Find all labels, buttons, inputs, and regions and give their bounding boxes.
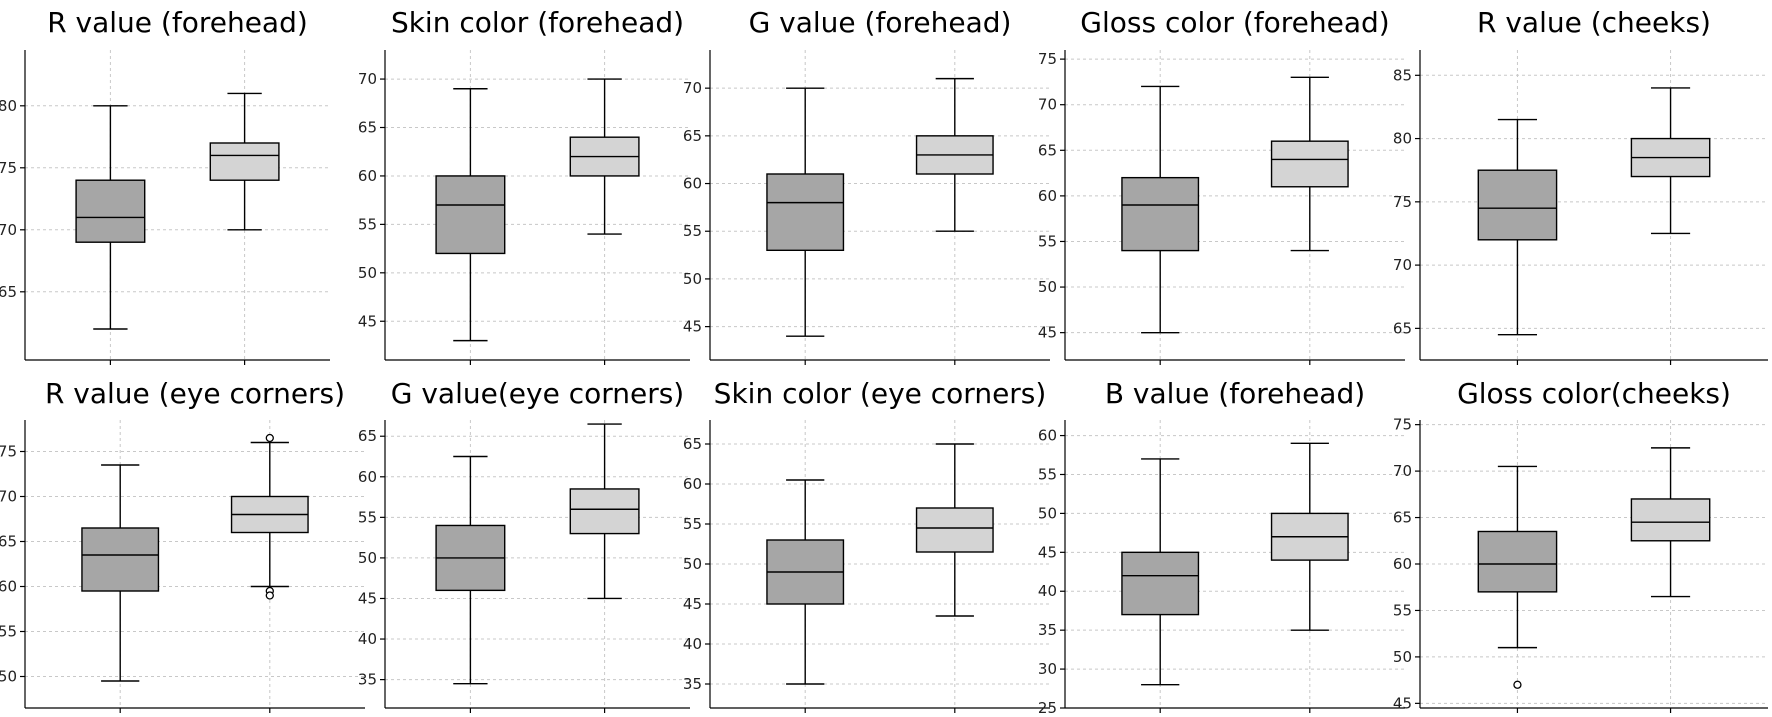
y-tick-label: 70 <box>1393 462 1412 480</box>
box-group-2 <box>569 488 640 535</box>
chart-title: Gloss color (forehead) <box>1080 6 1389 39</box>
box-group-1 <box>435 175 506 255</box>
chart-title: R value (cheeks) <box>1477 6 1711 39</box>
y-tick-label: 30 <box>1038 660 1057 678</box>
y-tick-label: 45 <box>358 312 377 330</box>
y-tick-label: 70 <box>683 79 702 97</box>
y-tick-label: 70 <box>0 221 17 239</box>
y-tick-label: 75 <box>1393 193 1412 211</box>
y-tick-label: 45 <box>683 595 702 613</box>
y-tick-label: 50 <box>1038 504 1057 522</box>
y-tick-label: 60 <box>0 578 17 596</box>
chart-title: G value(eye corners) <box>391 377 684 410</box>
y-tick-label: 50 <box>358 549 377 567</box>
y-tick-label: 65 <box>0 533 17 551</box>
y-tick-label: 55 <box>683 515 702 533</box>
outlier-point <box>1513 680 1522 689</box>
y-tick-label: 80 <box>1393 130 1412 148</box>
y-tick-label: 65 <box>683 127 702 145</box>
y-tick-label: 25 <box>1038 699 1057 717</box>
outlier-point <box>265 433 274 443</box>
y-tick-label: 70 <box>0 488 17 506</box>
y-tick-label: 45 <box>358 589 377 607</box>
y-tick-label: 65 <box>358 119 377 137</box>
y-tick-label: 50 <box>683 270 702 288</box>
y-tick-label: 35 <box>683 675 702 693</box>
box-group-1 <box>81 527 160 592</box>
y-tick-label: 55 <box>683 222 702 240</box>
box-group-2 <box>1630 498 1711 542</box>
y-tick-label: 60 <box>358 468 377 486</box>
y-tick-label: 55 <box>1393 601 1412 619</box>
box-group-1 <box>1121 551 1200 616</box>
y-tick-label: 50 <box>358 264 377 282</box>
y-tick-label: 55 <box>1038 465 1057 483</box>
y-tick-label: 85 <box>1393 66 1412 84</box>
y-tick-label: 65 <box>358 427 377 445</box>
y-tick-label: 50 <box>683 555 702 573</box>
y-tick-label: 60 <box>1038 187 1057 205</box>
y-tick-label: 35 <box>358 671 377 689</box>
y-tick-label: 75 <box>1038 50 1057 68</box>
chart-title: R value (forehead) <box>47 6 308 39</box>
y-tick-label: 70 <box>358 70 377 88</box>
y-tick-label: 40 <box>358 630 377 648</box>
chart-title: R value (eye corners) <box>45 377 345 410</box>
y-tick-label: 55 <box>358 508 377 526</box>
box-group-2 <box>209 142 280 181</box>
y-tick-label: 40 <box>683 635 702 653</box>
y-tick-label: 60 <box>358 167 377 185</box>
y-tick-label: 75 <box>1393 416 1412 434</box>
y-tick-label: 45 <box>1038 543 1057 561</box>
chart-title: B value (forehead) <box>1105 377 1365 410</box>
y-tick-label: 65 <box>1038 141 1057 159</box>
y-tick-label: 55 <box>0 623 17 641</box>
y-tick-label: 50 <box>0 668 17 686</box>
y-tick-label: 70 <box>1038 96 1057 114</box>
y-tick-label: 70 <box>1393 256 1412 274</box>
box-group-1 <box>1477 169 1558 241</box>
box-group-1 <box>75 179 146 243</box>
y-tick-label: 45 <box>1393 694 1412 712</box>
y-tick-label: 80 <box>0 97 17 115</box>
y-tick-label: 45 <box>683 318 702 336</box>
y-tick-label: 65 <box>1393 509 1412 527</box>
chart-title: Gloss color(cheeks) <box>1457 377 1731 410</box>
y-tick-label: 75 <box>0 443 17 461</box>
box-group-1 <box>1121 176 1200 252</box>
chart-title: G value (forehead) <box>749 6 1012 39</box>
y-tick-label: 45 <box>1038 324 1057 342</box>
y-tick-label: 60 <box>683 175 702 193</box>
y-tick-label: 40 <box>1038 582 1057 600</box>
box-group-1 <box>1477 530 1558 593</box>
y-tick-label: 65 <box>683 435 702 453</box>
y-tick-label: 50 <box>1038 278 1057 296</box>
y-tick-label: 60 <box>683 475 702 493</box>
y-tick-label: 60 <box>1393 555 1412 573</box>
y-tick-label: 55 <box>1038 232 1057 250</box>
y-tick-label: 65 <box>1393 319 1412 337</box>
y-tick-label: 35 <box>1038 621 1057 639</box>
outlier-point <box>265 591 274 600</box>
chart-title: Skin color (forehead) <box>391 6 684 39</box>
y-tick-label: 55 <box>358 215 377 233</box>
chart-title: Skin color (eye corners) <box>714 377 1047 410</box>
y-tick-label: 50 <box>1393 648 1412 666</box>
box-group-2 <box>915 507 994 553</box>
box-group-2 <box>1270 140 1349 188</box>
box-group-1 <box>766 173 845 252</box>
y-tick-label: 75 <box>0 159 17 177</box>
y-tick-label: 60 <box>1038 427 1057 445</box>
y-tick-label: 65 <box>0 283 17 301</box>
